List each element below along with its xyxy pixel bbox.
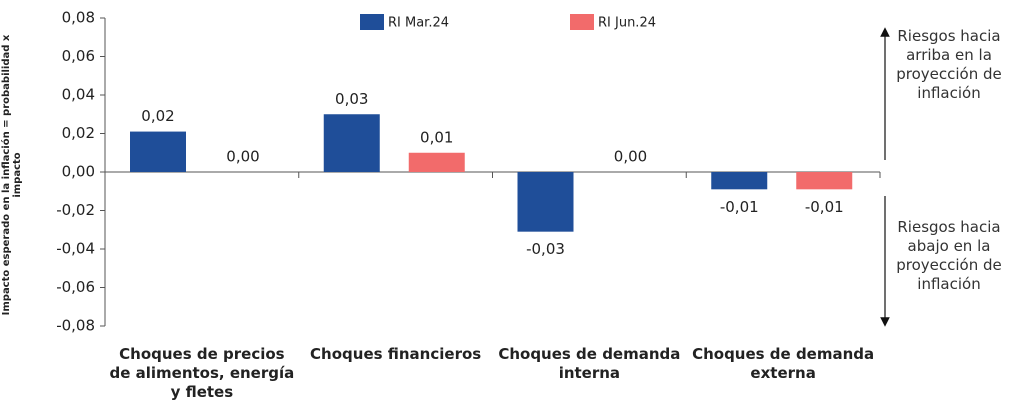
value-label: 0,00: [614, 148, 647, 166]
bar: [796, 172, 853, 190]
x-tick-label: Choques de demanda externa: [692, 345, 875, 382]
annotation: Riesgos hacia abajo en la proyección de …: [896, 218, 1002, 293]
y-tick-label: 0,02: [62, 124, 95, 142]
y-tick-label: 0,04: [62, 86, 95, 104]
x-tick-label: Choques de demanda interna: [498, 345, 681, 382]
value-label: 0,01: [420, 128, 453, 146]
legend-label: RI Mar.24: [388, 16, 449, 31]
value-label: 0,00: [226, 148, 259, 166]
y-tick-label: -0,06: [56, 278, 95, 296]
legend-swatch: [360, 14, 384, 30]
x-tick-label: Choques de precios de alimentos, energía…: [109, 345, 295, 401]
bar: [408, 152, 465, 172]
legend-label: RI Jun.24: [598, 16, 656, 31]
bar: [517, 172, 574, 232]
value-label: -0,01: [805, 198, 844, 216]
y-tick-label: 0,06: [62, 47, 95, 65]
legend-swatch: [570, 14, 594, 30]
bar: [130, 131, 186, 172]
bar: [711, 172, 768, 190]
y-tick-label: -0,04: [56, 240, 95, 258]
value-label: -0,03: [526, 240, 565, 258]
annotation: Riesgos hacia arriba en la proyección de…: [896, 27, 1002, 102]
y-tick-label: -0,08: [56, 317, 95, 335]
y-tick-label: -0,02: [56, 201, 95, 219]
x-tick-label: Choques financieros: [310, 345, 482, 363]
value-label: -0,01: [720, 198, 759, 216]
bar: [323, 114, 380, 172]
y-axis-label: Impacto esperado en la inflación = proba…: [1, 34, 23, 316]
value-label: 0,03: [335, 90, 368, 108]
y-tick-label: 0,08: [62, 9, 95, 27]
value-label: 0,02: [141, 107, 174, 125]
y-tick-label: 0,00: [62, 163, 95, 181]
